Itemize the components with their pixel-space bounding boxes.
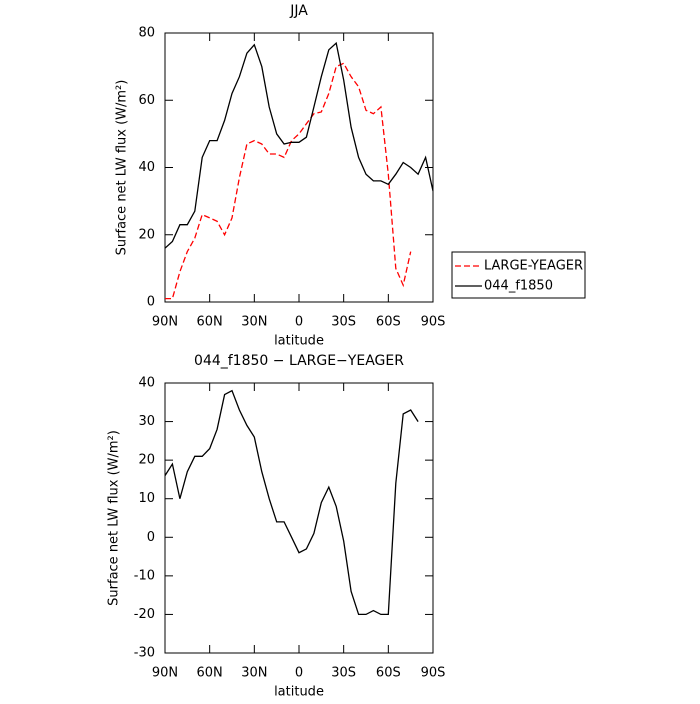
x-tick-label: 60S — [376, 666, 401, 681]
chart-title: 044_f1850 − LARGE−YEAGER — [194, 353, 404, 369]
y-tick-label: -10 — [134, 568, 155, 583]
y-tick-label: 10 — [138, 491, 155, 506]
x-tick-label: 90S — [421, 315, 446, 330]
y-tick-label: 20 — [138, 227, 155, 242]
x-tick-label: 90N — [152, 666, 178, 681]
x-tick-label: 30N — [241, 666, 267, 681]
y-tick-label: 0 — [147, 295, 155, 310]
legend-label: 044_f1850 — [484, 279, 553, 294]
data-line — [164, 41, 434, 249]
y-axis-label: Surface net LW flux (W/m²) — [115, 80, 130, 256]
x-tick-label: 90S — [421, 666, 446, 681]
data-line — [165, 62, 412, 300]
x-tick-label: 30S — [331, 315, 356, 330]
y-tick-label: -30 — [134, 646, 155, 661]
y-tick-label: 40 — [138, 376, 155, 391]
y-tick-label: 40 — [138, 160, 155, 175]
chart-title: JJA — [289, 3, 308, 19]
x-tick-label: 30S — [331, 666, 356, 681]
legend-box — [451, 251, 586, 299]
x-tick-label: 60S — [376, 315, 401, 330]
y-tick-label: 20 — [138, 453, 155, 468]
x-tick-label: 0 — [295, 666, 303, 681]
y-tick-label: 0 — [147, 530, 155, 545]
legend-label: LARGE-YEAGER — [484, 259, 583, 274]
plot-frame — [164, 382, 434, 654]
x-tick-label: 60N — [197, 666, 223, 681]
x-tick-label: 0 — [295, 315, 303, 330]
x-tick-label: 30N — [241, 315, 267, 330]
y-tick-label: 60 — [138, 93, 155, 108]
x-axis-label: latitude — [274, 334, 324, 349]
data-line — [164, 389, 419, 616]
x-tick-label: 90N — [152, 315, 178, 330]
y-tick-label: 80 — [138, 26, 155, 41]
y-axis-label: Surface net LW flux (W/m²) — [107, 430, 122, 606]
y-tick-label: -20 — [134, 607, 155, 622]
y-tick-label: 30 — [138, 414, 155, 429]
x-tick-label: 60N — [197, 315, 223, 330]
plot-frame — [164, 32, 434, 303]
x-axis-label: latitude — [274, 685, 324, 700]
